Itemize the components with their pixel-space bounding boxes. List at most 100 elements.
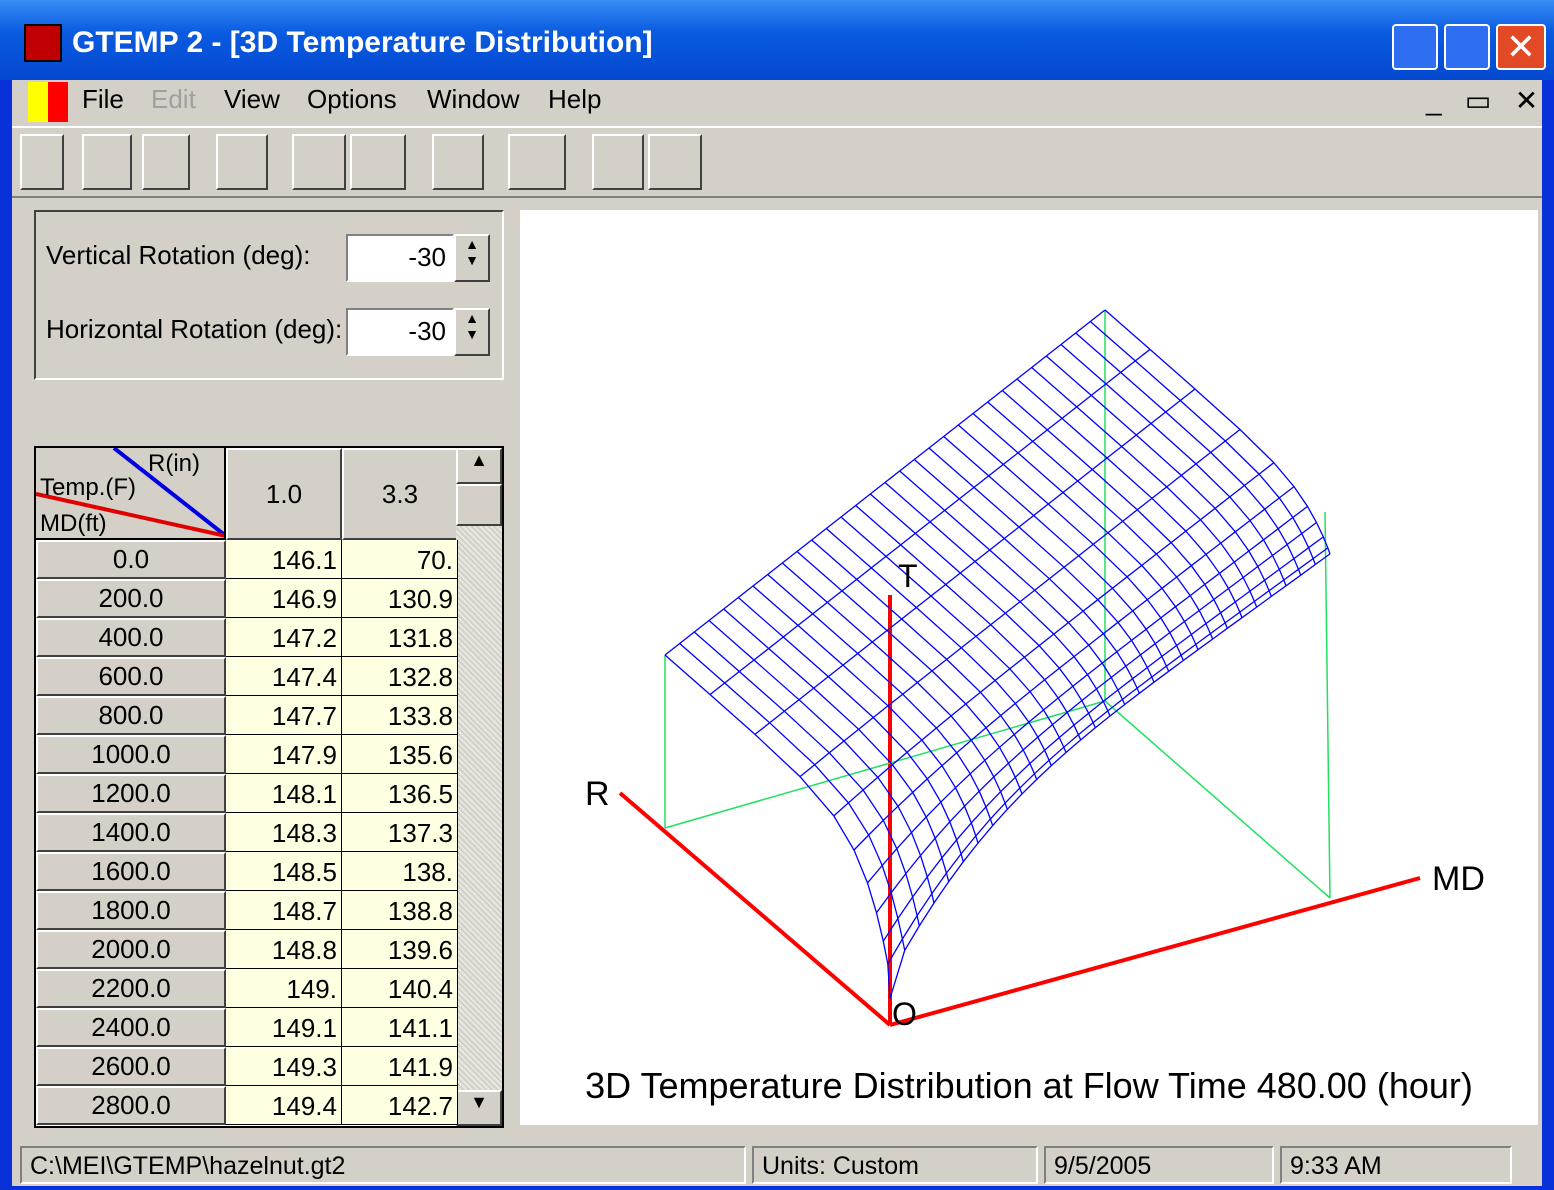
axis-label: R — [585, 775, 610, 813]
data-cell: 148.3 — [226, 813, 342, 852]
toolbar-button[interactable] — [592, 134, 644, 190]
row-header: 2400.0 — [36, 1008, 226, 1047]
column-header: 3.3 — [342, 448, 458, 540]
corner-label: Temp.(F) — [40, 474, 136, 501]
data-cell: 141.9 — [342, 1047, 458, 1086]
scroll-down[interactable]: ▼ — [456, 1090, 502, 1126]
mesh-line — [1075, 332, 1302, 576]
maximize-button[interactable] — [1444, 24, 1490, 70]
toolbar-button[interactable] — [350, 134, 406, 190]
status-time: 9:33 AM — [1280, 1146, 1512, 1184]
menu-item[interactable]: File — [82, 84, 124, 114]
menu-item[interactable]: Help — [548, 84, 602, 114]
close-button[interactable]: ✕ — [1496, 24, 1546, 70]
toolbar-button[interactable] — [292, 134, 346, 190]
plot-area: R MD T O 3D Temperature Distribution at … — [520, 210, 1538, 1125]
mdi-controls[interactable]: _ ▭ ✕ — [1426, 85, 1539, 116]
data-cell: 148.8 — [226, 930, 342, 969]
status-units: Units: Custom — [752, 1146, 1038, 1184]
data-cell: 148.5 — [226, 852, 342, 891]
rotation-panel: Vertical Rotation (deg): -30 ▲ ▼ Horizont… — [34, 210, 504, 380]
row-header: 1200.0 — [36, 774, 226, 813]
mesh-line — [957, 424, 1184, 661]
menu-item[interactable]: View — [224, 84, 280, 114]
toolbar-button[interactable] — [508, 134, 566, 190]
mesh-line — [1001, 390, 1228, 629]
toolbar-button[interactable] — [216, 134, 268, 190]
box-line — [1104, 700, 1331, 899]
toolbar-button[interactable] — [82, 134, 132, 190]
separator — [12, 196, 1542, 198]
row-header: 400.0 — [36, 618, 226, 657]
mesh-line — [1016, 378, 1243, 618]
box-line — [1324, 511, 1331, 899]
spin-button[interactable]: ▲ ▼ — [454, 308, 490, 356]
row-header: 1400.0 — [36, 813, 226, 852]
row-header: 800.0 — [36, 696, 226, 735]
mesh-line — [928, 447, 1155, 683]
mesh-line — [781, 562, 1008, 810]
data-cell: 141.1 — [342, 1008, 458, 1047]
data-cell: 131.8 — [342, 618, 458, 657]
minimize-button[interactable] — [1392, 24, 1438, 70]
scrollbar[interactable]: ▲ ▼ — [456, 448, 502, 1126]
mesh-line — [972, 413, 1199, 650]
horizontal-rotation-input[interactable]: -30 — [346, 308, 454, 356]
scroll-thumb[interactable] — [456, 484, 502, 526]
data-cell: 138. — [342, 852, 458, 891]
data-cell: 147.4 — [226, 657, 342, 696]
mesh-line — [664, 654, 891, 999]
data-cell: 142.7 — [342, 1086, 458, 1125]
row-header: 2000.0 — [36, 930, 226, 969]
label: Horizontal Rotation (deg): — [46, 314, 343, 344]
title-bar: GTEMP 2 - [3D Temperature Distribution] … — [0, 0, 1554, 80]
mesh-line — [767, 574, 994, 826]
menu-item[interactable]: Window — [427, 84, 520, 114]
separator — [12, 126, 1542, 128]
data-grid: R(in) Temp.(F) MD(ft) 1.0 3.3 ▲ ▼ 0.0 146… — [34, 446, 504, 1128]
data-cell: 138.8 — [342, 891, 458, 930]
mesh-line — [708, 620, 935, 904]
mesh-line — [799, 428, 1241, 778]
status-path: C:\MEI\GTEMP\hazelnut.gt2 — [20, 1146, 746, 1184]
mesh-line — [1089, 321, 1316, 565]
scroll-up[interactable]: ▲ — [456, 448, 502, 484]
toolbar-button[interactable] — [432, 134, 484, 190]
data-cell: 147.2 — [226, 618, 342, 657]
data-cell: 132.8 — [342, 657, 458, 696]
toolbar-button[interactable] — [648, 134, 702, 190]
spin-button[interactable]: ▲ ▼ — [454, 234, 490, 282]
mesh-line — [899, 470, 1126, 705]
toolbar — [20, 134, 720, 192]
menu-item[interactable]: Options — [307, 84, 397, 114]
data-cell: 149.3 — [226, 1047, 342, 1086]
mesh-line — [884, 482, 1111, 717]
data-cell: 140.4 — [342, 969, 458, 1008]
axis-line — [618, 791, 892, 1027]
doc-icon — [28, 82, 68, 122]
mesh-line — [1104, 309, 1331, 555]
row-header: 200.0 — [36, 579, 226, 618]
vertical-rotation-input[interactable]: -30 — [346, 234, 454, 282]
mesh-line — [1031, 367, 1258, 608]
mesh-line — [723, 608, 950, 882]
toolbar-button[interactable] — [142, 134, 190, 190]
data-cell: 149.1 — [226, 1008, 342, 1047]
data-cell: 133.8 — [342, 696, 458, 735]
data-cell: 70. — [342, 540, 458, 579]
data-cell: 148.1 — [226, 774, 342, 813]
toolbar-button[interactable] — [20, 134, 64, 190]
data-cell: 137.3 — [342, 813, 458, 852]
mesh-line — [693, 631, 920, 927]
plot-caption: 3D Temperature Distribution at Flow Time… — [585, 1065, 1473, 1106]
window-title: GTEMP 2 - [3D Temperature Distribution] — [72, 26, 653, 59]
mesh-line — [796, 551, 1023, 795]
box-line — [664, 700, 1106, 829]
row-header: 2200.0 — [36, 969, 226, 1008]
mesh-line — [825, 528, 1052, 766]
mesh-line — [987, 401, 1214, 640]
mesh-line — [811, 539, 1038, 780]
data-cell: 130.9 — [342, 579, 458, 618]
data-cell: 149.4 — [226, 1086, 342, 1125]
